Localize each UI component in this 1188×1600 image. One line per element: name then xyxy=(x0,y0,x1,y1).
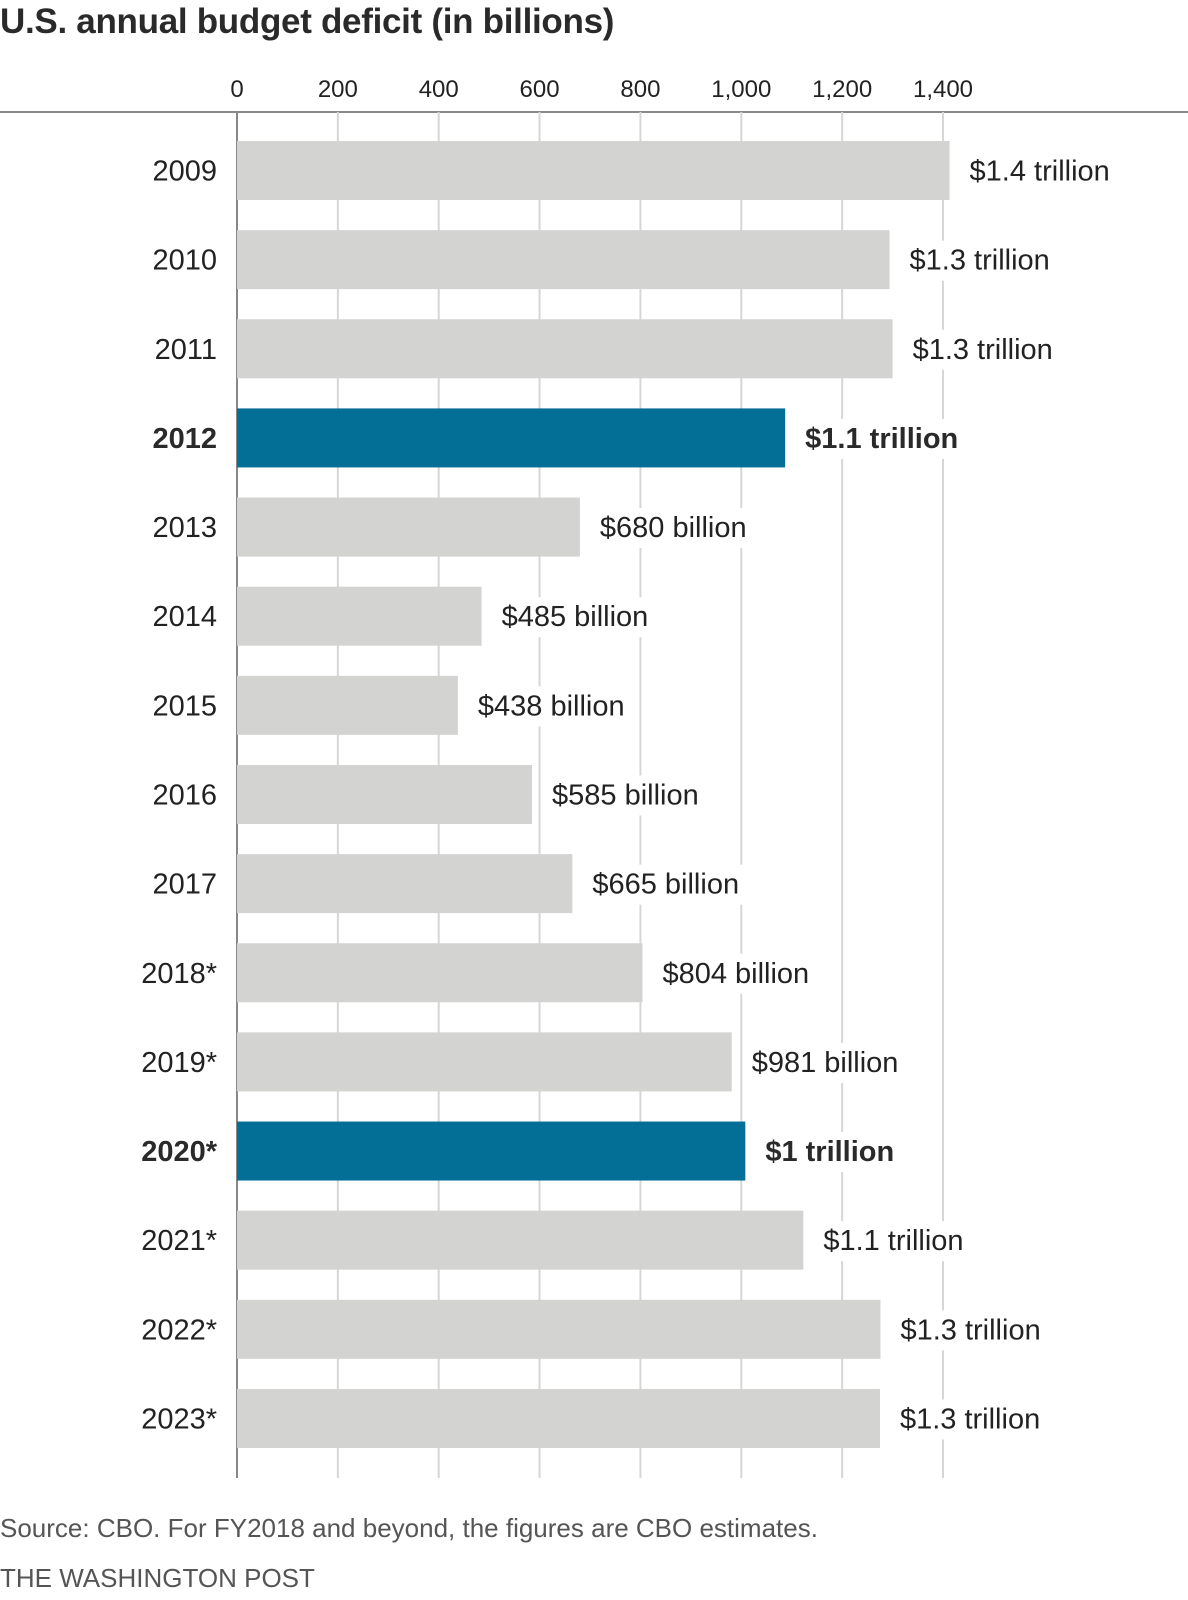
data-label-background xyxy=(471,686,631,727)
data-label-background xyxy=(656,953,816,994)
category-label: 2011 xyxy=(155,334,217,366)
data-label-background xyxy=(759,1132,901,1173)
publisher-credit: THE WASHINGTON POST xyxy=(0,1563,315,1593)
data-label: $1 trillion xyxy=(765,1136,894,1168)
category-label: 2021* xyxy=(141,1225,217,1257)
data-label-background xyxy=(963,151,1116,192)
data-label-background xyxy=(906,329,1059,370)
category-label: 2010 xyxy=(152,245,217,277)
data-label: $680 billion xyxy=(600,512,747,544)
category-label: 2009 xyxy=(152,156,217,188)
bar xyxy=(237,1388,880,1448)
source-note: Source: CBO. For FY2018 and beyond, the … xyxy=(0,1513,818,1543)
x-tick-label: 0 xyxy=(230,76,243,103)
data-label-background xyxy=(745,1042,905,1083)
x-tick-label: 1,400 xyxy=(913,76,973,103)
x-tick-label: 600 xyxy=(520,76,560,103)
category-label: 2023* xyxy=(141,1403,217,1435)
x-tick-label: 200 xyxy=(318,76,358,103)
data-label-background xyxy=(893,1399,1047,1440)
data-label-background xyxy=(546,775,705,816)
data-label: $1.3 trillion xyxy=(910,245,1050,277)
bar xyxy=(237,141,950,200)
chart-title: U.S. annual budget deficit (in billions) xyxy=(0,2,615,41)
bar xyxy=(237,943,643,1003)
labels: 0 200 400 600 800 1,000 1,200 1,400 2009 $1.4 tri… xyxy=(141,76,1116,1440)
bar xyxy=(237,764,533,824)
category-label: 2013 xyxy=(152,512,217,544)
data-label-background xyxy=(586,864,746,905)
data-label: $804 billion xyxy=(662,958,809,990)
bar xyxy=(237,230,890,290)
data-label-background xyxy=(903,240,1056,281)
bar xyxy=(237,1299,881,1359)
data-label-background xyxy=(799,418,965,459)
data-label: $981 billion xyxy=(752,1047,899,1079)
data-label-background xyxy=(593,508,753,549)
data-label-background xyxy=(894,1310,1047,1351)
category-label: 2019* xyxy=(141,1047,217,1079)
data-label: $1.4 trillion xyxy=(970,156,1110,188)
x-tick-label: 800 xyxy=(620,76,660,103)
category-label: 2018* xyxy=(141,958,217,990)
x-tick-label: 400 xyxy=(419,76,459,103)
category-label: 2017 xyxy=(152,869,217,901)
category-label: 2020* xyxy=(141,1136,218,1168)
category-label: 2022* xyxy=(141,1314,217,1346)
data-label: $585 billion xyxy=(552,779,699,811)
data-label: $1.3 trillion xyxy=(900,1403,1040,1435)
bar xyxy=(237,1210,804,1270)
data-label: $1.3 trillion xyxy=(900,1314,1040,1346)
data-label: $1.1 trillion xyxy=(805,423,958,455)
bar xyxy=(237,675,458,735)
data-label: $485 billion xyxy=(502,601,649,633)
bar-chart: 0 200 400 600 800 1,000 1,200 1,400 2009 $1.4 tri… xyxy=(0,76,1188,1478)
x-tick-label: 1,000 xyxy=(711,76,771,103)
data-label-background xyxy=(817,1221,970,1262)
category-label: 2016 xyxy=(152,779,217,811)
bar xyxy=(237,497,580,557)
category-label: 2014 xyxy=(152,601,217,633)
data-label: $438 billion xyxy=(478,690,625,722)
bar xyxy=(237,586,482,646)
category-label: 2015 xyxy=(152,690,217,722)
bar xyxy=(237,319,893,379)
category-label: 2012 xyxy=(152,423,217,455)
data-label: $665 billion xyxy=(592,869,739,901)
x-tick-label: 1,200 xyxy=(812,76,872,103)
data-label: $1.1 trillion xyxy=(823,1225,963,1257)
bar xyxy=(237,1032,732,1092)
bar-highlighted xyxy=(237,408,786,468)
data-label: $1.3 trillion xyxy=(913,334,1053,366)
bar xyxy=(237,854,573,914)
bar-highlighted xyxy=(237,1121,746,1181)
bars xyxy=(237,141,950,1448)
data-label-background xyxy=(495,597,655,638)
